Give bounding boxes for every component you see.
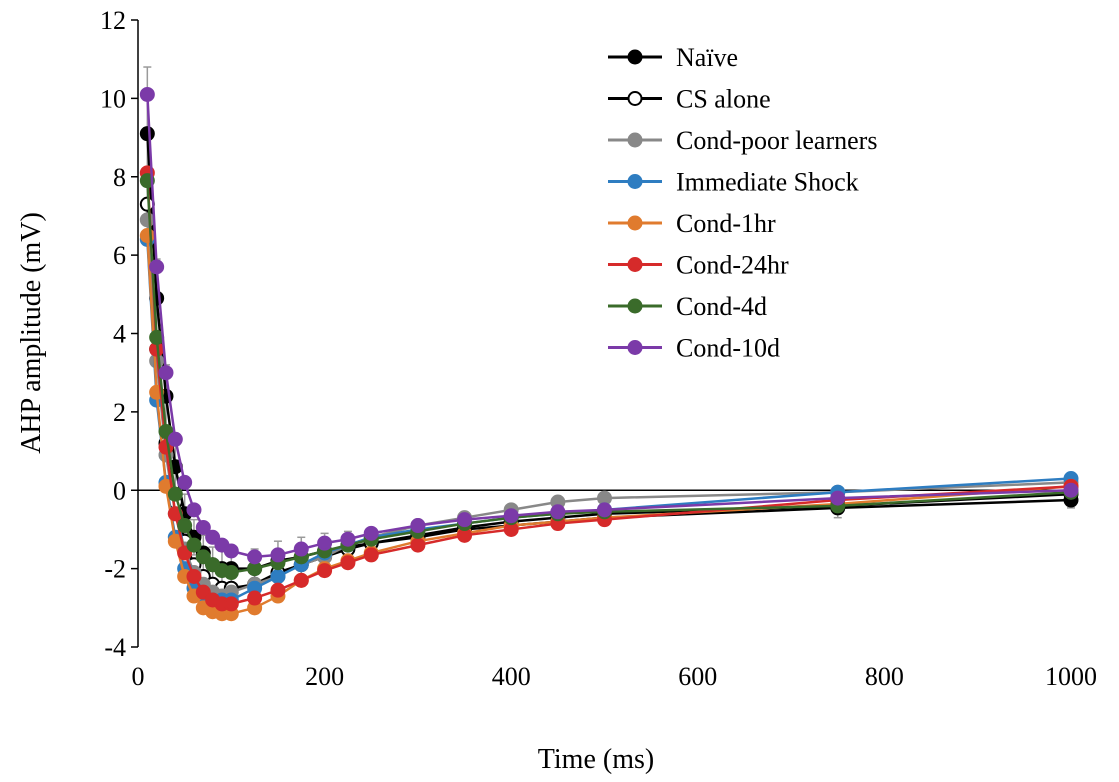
y-tick-label: 6 (113, 241, 126, 270)
data-point (139, 86, 155, 102)
series-line (146, 235, 1072, 615)
axes: -4 -2 0 2 4 6 8 10 12 0 200 400 600 800 1000 (100, 6, 1097, 691)
data-point (177, 518, 193, 534)
series-6 (139, 173, 1079, 581)
legend-label: CS alone (676, 85, 771, 114)
legend-marker (627, 174, 643, 189)
y-tick-label: 4 (113, 320, 126, 349)
y-tick-label: 0 (113, 476, 126, 505)
legend-label: Cond-10d (676, 334, 780, 363)
legend: Naïve CS alone Cond-poor learners Immediate… (608, 43, 877, 363)
data-point (158, 423, 174, 439)
data-point (550, 504, 566, 520)
legend-marker (627, 257, 643, 272)
data-point (410, 518, 426, 534)
data-point (149, 259, 165, 275)
data-point (293, 572, 309, 588)
legend-label: Cond-1hr (676, 209, 776, 238)
data-point (503, 508, 519, 524)
legend-item: Cond-24hr (608, 251, 789, 280)
y-tick-label: 2 (113, 398, 126, 427)
x-tick-label: 1000 (1045, 662, 1097, 691)
data-point (270, 582, 286, 598)
data-point (195, 549, 211, 565)
y-axis-title: AHP amplitude (mV) (16, 212, 47, 454)
legend-marker (627, 132, 643, 148)
x-tick-label: 0 (132, 662, 145, 691)
data-point (195, 519, 211, 535)
data-point (363, 547, 379, 563)
legend-marker (627, 340, 643, 355)
data-point (247, 590, 263, 606)
data-point (223, 596, 239, 612)
data-point (317, 535, 333, 551)
legend-marker (627, 215, 643, 231)
data-point (149, 329, 165, 345)
data-point (205, 529, 221, 545)
x-tick-label: 800 (865, 662, 904, 691)
data-point (186, 502, 202, 518)
legend-label: Immediate Shock (676, 168, 859, 197)
y-tick-label: 10 (100, 84, 126, 113)
data-point (293, 541, 309, 557)
y-tick-label: -2 (104, 555, 126, 584)
series-5 (139, 165, 1079, 612)
legend-marker (627, 49, 643, 65)
data-point (363, 525, 379, 541)
data-point (223, 543, 239, 559)
legend-label: Cond-poor learners (676, 126, 877, 155)
legend-label: Cond-24hr (676, 251, 789, 280)
x-tick-label: 200 (305, 662, 344, 691)
data-point (223, 565, 239, 581)
series-2 (139, 212, 1079, 604)
series-7 (139, 86, 1079, 565)
y-tick-label: -4 (104, 633, 126, 662)
series-1 (139, 196, 1079, 596)
x-tick-label: 400 (492, 662, 531, 691)
data-point (139, 126, 155, 142)
legend-marker (627, 298, 643, 314)
legend-item: Cond-4d (608, 292, 767, 321)
legend-label: Naïve (676, 43, 738, 72)
data-point (270, 568, 286, 584)
y-tick-label: 8 (113, 163, 126, 192)
legend-item: CS alone (608, 85, 771, 114)
y-tick-label: 12 (100, 6, 126, 35)
legend-item: Cond-1hr (608, 209, 776, 238)
series-line (146, 172, 1072, 606)
legend-marker (627, 91, 643, 106)
series-line (146, 204, 1072, 590)
data-point (457, 512, 473, 528)
series-line (146, 239, 1072, 602)
legend-item: Cond-poor learners (608, 126, 877, 155)
data-point (186, 568, 202, 584)
data-point (186, 537, 202, 553)
x-axis-title: Time (ms) (538, 744, 654, 775)
data-point (195, 584, 211, 600)
data-point (597, 502, 612, 518)
series-line (146, 219, 1072, 598)
data-point (340, 531, 356, 547)
data-point (270, 547, 286, 563)
data-point (139, 212, 155, 228)
data-point (247, 549, 263, 565)
legend-item: Naïve (608, 43, 738, 72)
data-point (1063, 482, 1079, 498)
data-point (167, 431, 183, 447)
series-layer (139, 86, 1079, 622)
legend-item: Cond-10d (608, 334, 780, 363)
data-point (177, 545, 193, 561)
data-point (410, 537, 426, 553)
legend-item: Immediate Shock (608, 168, 859, 197)
data-point (317, 563, 333, 579)
data-point (340, 555, 356, 571)
data-point (830, 490, 846, 506)
data-point (158, 365, 174, 381)
data-point (177, 474, 193, 490)
legend-label: Cond-4d (676, 292, 767, 321)
x-tick-label: 600 (678, 662, 717, 691)
data-point (167, 486, 183, 502)
